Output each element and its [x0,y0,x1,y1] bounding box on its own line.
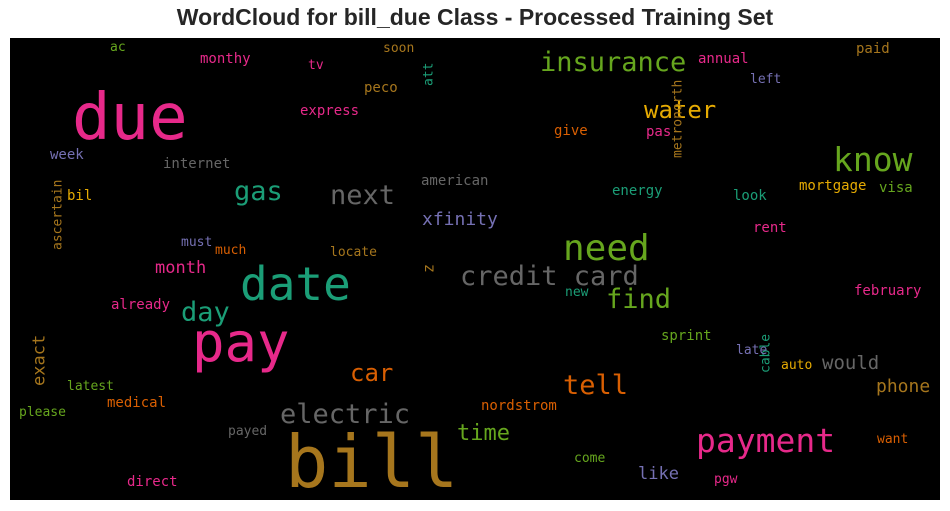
word-pay: pay [192,311,290,374]
word-next: next [330,180,395,211]
word-visa: visa [879,180,913,196]
word-credit-card: credit card [460,261,639,292]
word-like: like [638,464,679,484]
word-tell: tell [563,370,628,401]
word-give: give [554,123,588,139]
word-time: time [457,421,510,446]
word-express: express [300,103,359,119]
word-medical: medical [107,395,166,411]
word-soon: soon [383,41,414,56]
word-energy: energy [612,183,663,199]
word-already: already [111,297,170,313]
word-insurance: insurance [540,47,686,78]
word-payment: payment [696,421,835,460]
word-internet: internet [163,156,230,172]
word-bil: bil [67,188,92,204]
word-month: month [155,258,206,278]
word-february: february [854,283,921,299]
word-come: come [574,451,605,466]
word-xfinity: xfinity [422,209,498,230]
word-find: find [606,284,671,315]
word-z: z [420,264,438,273]
word-mortgage: mortgage [799,178,866,194]
word-left: left [750,72,781,87]
word-sprint: sprint [661,328,712,344]
word-pgw: pgw [714,472,738,487]
word-must: must [181,235,212,250]
word-exact: exact [30,335,50,386]
word-week: week [50,147,84,163]
word-locate: locate [330,245,377,260]
word-please: please [19,405,66,420]
word-pas: pas [646,124,671,140]
word-need: need [563,228,650,269]
word-metronorth: metronorth [671,80,686,158]
word-car: car [350,359,393,387]
word-peco: peco [364,80,398,96]
word-nordstrom: nordstrom [481,398,557,414]
chart-title: WordCloud for bill_due Class - Processed… [176,4,774,30]
word-water: water [644,96,716,124]
word-look: look [733,188,767,204]
word-monthy: monthy [200,51,251,67]
word-want: want [877,432,908,447]
word-payed: payed [228,424,267,439]
word-direct: direct [127,474,178,490]
word-much: much [215,243,246,258]
word-ac: ac [110,40,126,55]
word-new: new [565,285,589,300]
wordcloud-panel: bill due pay date payment need credit card know… [10,38,940,500]
word-date: date [240,257,351,311]
word-american: american [421,173,488,189]
word-rent: rent [753,220,787,236]
word-auto: auto [781,358,812,373]
word-would: would [822,352,879,374]
word-day: day [181,297,230,328]
word-tv: tv [308,58,324,73]
word-ascertain: ascertain [51,180,66,250]
word-bill: bill [285,420,458,500]
word-electric: electric [280,399,410,430]
word-latest: latest [67,379,114,394]
word-late: late [736,343,767,358]
word-know: know [833,140,913,179]
word-cable: cable [759,334,774,373]
word-due: due [72,81,188,155]
word-annual: annual [698,51,749,67]
word-att: att [422,63,437,86]
word-gas: gas [234,176,283,207]
word-phone: phone [876,376,930,397]
word-paid: paid [856,41,890,57]
